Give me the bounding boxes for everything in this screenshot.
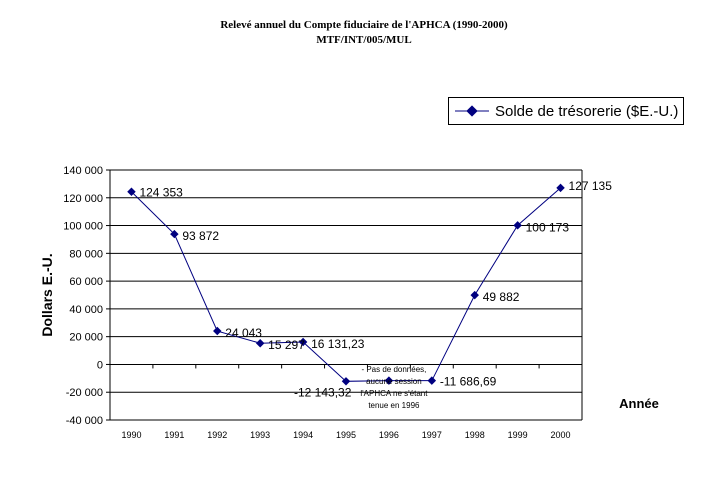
y-tick-label: 80 000 bbox=[69, 248, 103, 260]
y-tick-label: 0 bbox=[97, 359, 103, 371]
y-tick-label: -20 000 bbox=[66, 387, 103, 399]
y-tick-label: 120 000 bbox=[63, 193, 103, 205]
y-axis-title: Dollars E.-U. bbox=[39, 253, 55, 336]
x-tick-label: 1996 bbox=[379, 430, 399, 440]
data-label: 127 135 bbox=[569, 179, 613, 193]
x-tick-label: 2000 bbox=[551, 430, 571, 440]
x-tick-label: 1998 bbox=[465, 430, 485, 440]
x-axis-title: Année bbox=[619, 396, 659, 411]
y-tick-label: 40 000 bbox=[69, 304, 103, 316]
data-label: 49 882 bbox=[483, 290, 520, 304]
data-label: 16 131,23 bbox=[311, 337, 365, 351]
x-tick-label: 1995 bbox=[336, 430, 356, 440]
x-tick-label: 1999 bbox=[508, 430, 528, 440]
data-point bbox=[341, 377, 351, 386]
x-tick-label: 1994 bbox=[293, 430, 313, 440]
data-point bbox=[213, 326, 222, 336]
annotation-line: l'APHCA ne s'étant bbox=[360, 389, 428, 398]
data-label: 93 872 bbox=[182, 229, 219, 243]
legend: Solde de trésorerie ($E.-U.) bbox=[448, 97, 684, 125]
data-label: -11 686,69 bbox=[440, 375, 497, 389]
chart-subtitle: MTF/INT/005/MUL bbox=[316, 34, 412, 46]
legend-entry: Solde de trésorerie ($E.-U.) bbox=[495, 102, 679, 120]
data-point bbox=[255, 338, 265, 348]
y-tick-label: 140 000 bbox=[63, 165, 103, 177]
data-label: -12 143,32 bbox=[294, 385, 352, 399]
data-label: 24 043 bbox=[225, 326, 262, 340]
y-tick-label: -40 000 bbox=[66, 415, 103, 427]
data-point bbox=[170, 229, 179, 239]
x-tick-label: 1990 bbox=[121, 430, 141, 440]
annotation-line: - Pas de données, bbox=[361, 365, 426, 374]
x-tick-label: 1993 bbox=[250, 430, 270, 440]
x-tick-label: 1992 bbox=[207, 430, 227, 440]
data-point bbox=[384, 376, 394, 385]
y-tick-label: 100 000 bbox=[63, 221, 103, 233]
y-tick-label: 20 000 bbox=[69, 332, 103, 344]
data-label: 15 297 bbox=[268, 338, 305, 352]
data-point bbox=[298, 337, 308, 347]
legend-marker bbox=[455, 105, 489, 117]
annotation-line: tenue en 1996 bbox=[368, 401, 420, 410]
y-tick-label: 60 000 bbox=[69, 276, 103, 288]
chart-title: Relevé annuel du Compte fiduciaire de l'… bbox=[220, 19, 508, 31]
data-point bbox=[127, 187, 136, 196]
series-line bbox=[131, 187, 561, 382]
data-point bbox=[427, 376, 437, 385]
chart-title-block: Relevé annuel du Compte fiduciaire de l'… bbox=[0, 18, 728, 48]
data-label: 100 173 bbox=[526, 220, 570, 234]
data-label: 124 353 bbox=[139, 186, 183, 200]
x-tick-label: 1991 bbox=[164, 430, 184, 440]
annotation-line: aucune session bbox=[366, 377, 422, 386]
data-point bbox=[470, 290, 479, 300]
x-tick-label: 1997 bbox=[422, 430, 442, 440]
